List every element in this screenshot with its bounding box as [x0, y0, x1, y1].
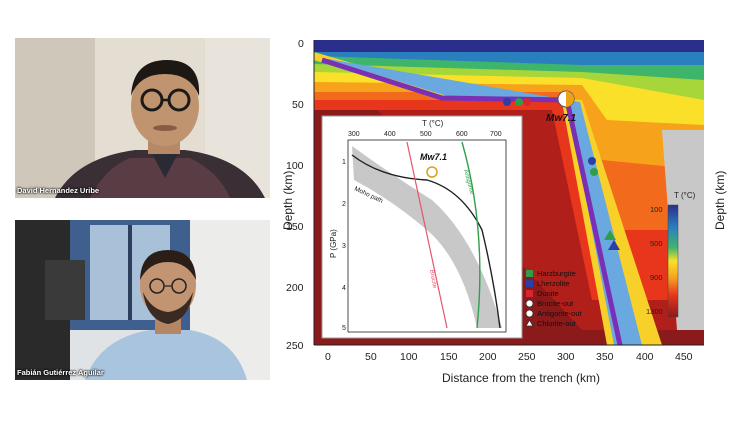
inset-y-tick: 2 — [342, 201, 346, 208]
participant-1-video — [15, 38, 270, 198]
main-event-label: Mw7.1 — [546, 113, 576, 124]
earthquake-beachball-icon — [566, 91, 574, 107]
chlorite-marker-icon — [608, 240, 620, 250]
y-axis-label-left: Depth (km) — [282, 171, 295, 230]
x-tick: 400 — [636, 351, 654, 363]
x-ticks: 0 50 100 150 200 250 300 350 400 450 — [325, 351, 693, 363]
inset-x-tick: 500 — [420, 131, 432, 138]
inset-grey-field — [352, 146, 502, 328]
video-tile-participant-1[interactable]: David Hernandez Uribe — [15, 38, 270, 198]
y-tick: 200 — [286, 282, 304, 294]
inset-event-label: Mw7.1 — [420, 152, 447, 162]
legend-label: Antigorite-out — [537, 309, 583, 318]
x-tick: 200 — [479, 351, 497, 363]
inset-event-marker-icon — [426, 166, 438, 178]
legend-swatch — [526, 290, 533, 297]
rock-legend: Harzburgite Lherzolite Dunite Brucite-ou… — [525, 269, 583, 328]
legend-label: Harzburgite — [537, 269, 576, 278]
y-axis-label-right: Depth (km) — [713, 171, 727, 230]
unmodeled-region — [662, 130, 704, 330]
chlorite-out-icon — [525, 319, 534, 327]
x-tick: 300 — [557, 351, 575, 363]
harzburgite-marker-icon — [590, 168, 598, 176]
colorbar-title: T (°C) — [674, 191, 696, 200]
y-ticks: 0 50 100 150 200 250 — [286, 38, 304, 352]
legend-label: Lherzolite — [537, 279, 570, 288]
harzburgite-marker-icon — [515, 98, 523, 106]
inset-y-tick: 4 — [342, 285, 346, 292]
antigorite-out-icon — [525, 309, 534, 318]
y-tick: 100 — [286, 160, 304, 172]
inset-x-tick: 300 — [348, 131, 360, 138]
x-tick: 250 — [518, 351, 536, 363]
lherzolite-marker-icon — [503, 98, 511, 106]
x-tick: 450 — [675, 351, 693, 363]
shared-screen: Mw7.1 Mw7.1 Moho path Brucite Antigorite… — [281, 30, 738, 420]
legend-label: Dunite — [537, 289, 559, 298]
inset-x-tick: 600 — [456, 131, 468, 138]
slab-cold-core — [322, 58, 642, 345]
legend-swatch — [526, 270, 533, 277]
x-tick: 100 — [400, 351, 418, 363]
inset-x-axis-label: T (°C) — [422, 119, 444, 128]
x-tick: 0 — [325, 351, 331, 363]
legend-swatch — [526, 280, 533, 287]
inset-y-tick: 5 — [342, 325, 346, 332]
participant-name-label: David Hernandez Uribe — [17, 186, 100, 195]
x-tick: 150 — [440, 351, 458, 363]
brucite-out-icon — [525, 299, 534, 308]
inset-y-tick: 3 — [342, 243, 346, 250]
thermal-band-8 — [314, 52, 704, 65]
inset-y-axis-label: P (GPa) — [329, 229, 338, 258]
chlorite-marker-icon — [604, 230, 616, 240]
y-tick: 250 — [286, 340, 304, 352]
inset-x-tick: 700 — [490, 131, 502, 138]
colorbar-tick: 1300 — [646, 307, 663, 316]
dunite-marker-icon — [523, 98, 531, 106]
antigorite-curve — [461, 141, 481, 329]
x-axis-label: Distance from the trench (km) — [442, 371, 600, 385]
x-tick: 350 — [596, 351, 614, 363]
participant-2-video — [15, 220, 270, 380]
temperature-colorbar — [667, 204, 679, 318]
legend-label: Brucite-out — [537, 299, 574, 308]
x-tick: 50 — [365, 351, 377, 363]
colorbar-tick: 900 — [650, 273, 663, 282]
y-tick: 150 — [286, 221, 304, 233]
inset-y-tick: 1 — [342, 159, 346, 166]
inset-curve-label: Brucite — [428, 269, 437, 289]
y-tick: 0 — [298, 38, 304, 50]
participant-name-label: Fabián Gutiérrez Aguilar — [17, 368, 104, 377]
video-tile-participant-2[interactable]: Fabián Gutiérrez Aguilar — [15, 220, 270, 380]
inset-x-tick: 400 — [384, 131, 396, 138]
colorbar-tick: 100 — [650, 205, 663, 214]
moho-path-curve — [351, 154, 501, 329]
lherzolite-marker-icon — [588, 157, 596, 165]
subduction-figure: Mw7.1 Mw7.1 Moho path Brucite Antigorite… — [281, 38, 727, 385]
colorbar-tick: 500 — [650, 239, 663, 248]
legend-label: Chlorite-out — [537, 319, 577, 328]
brucite-curve — [406, 141, 448, 329]
y-tick: 50 — [292, 99, 304, 111]
thermal-band-top — [314, 40, 704, 52]
